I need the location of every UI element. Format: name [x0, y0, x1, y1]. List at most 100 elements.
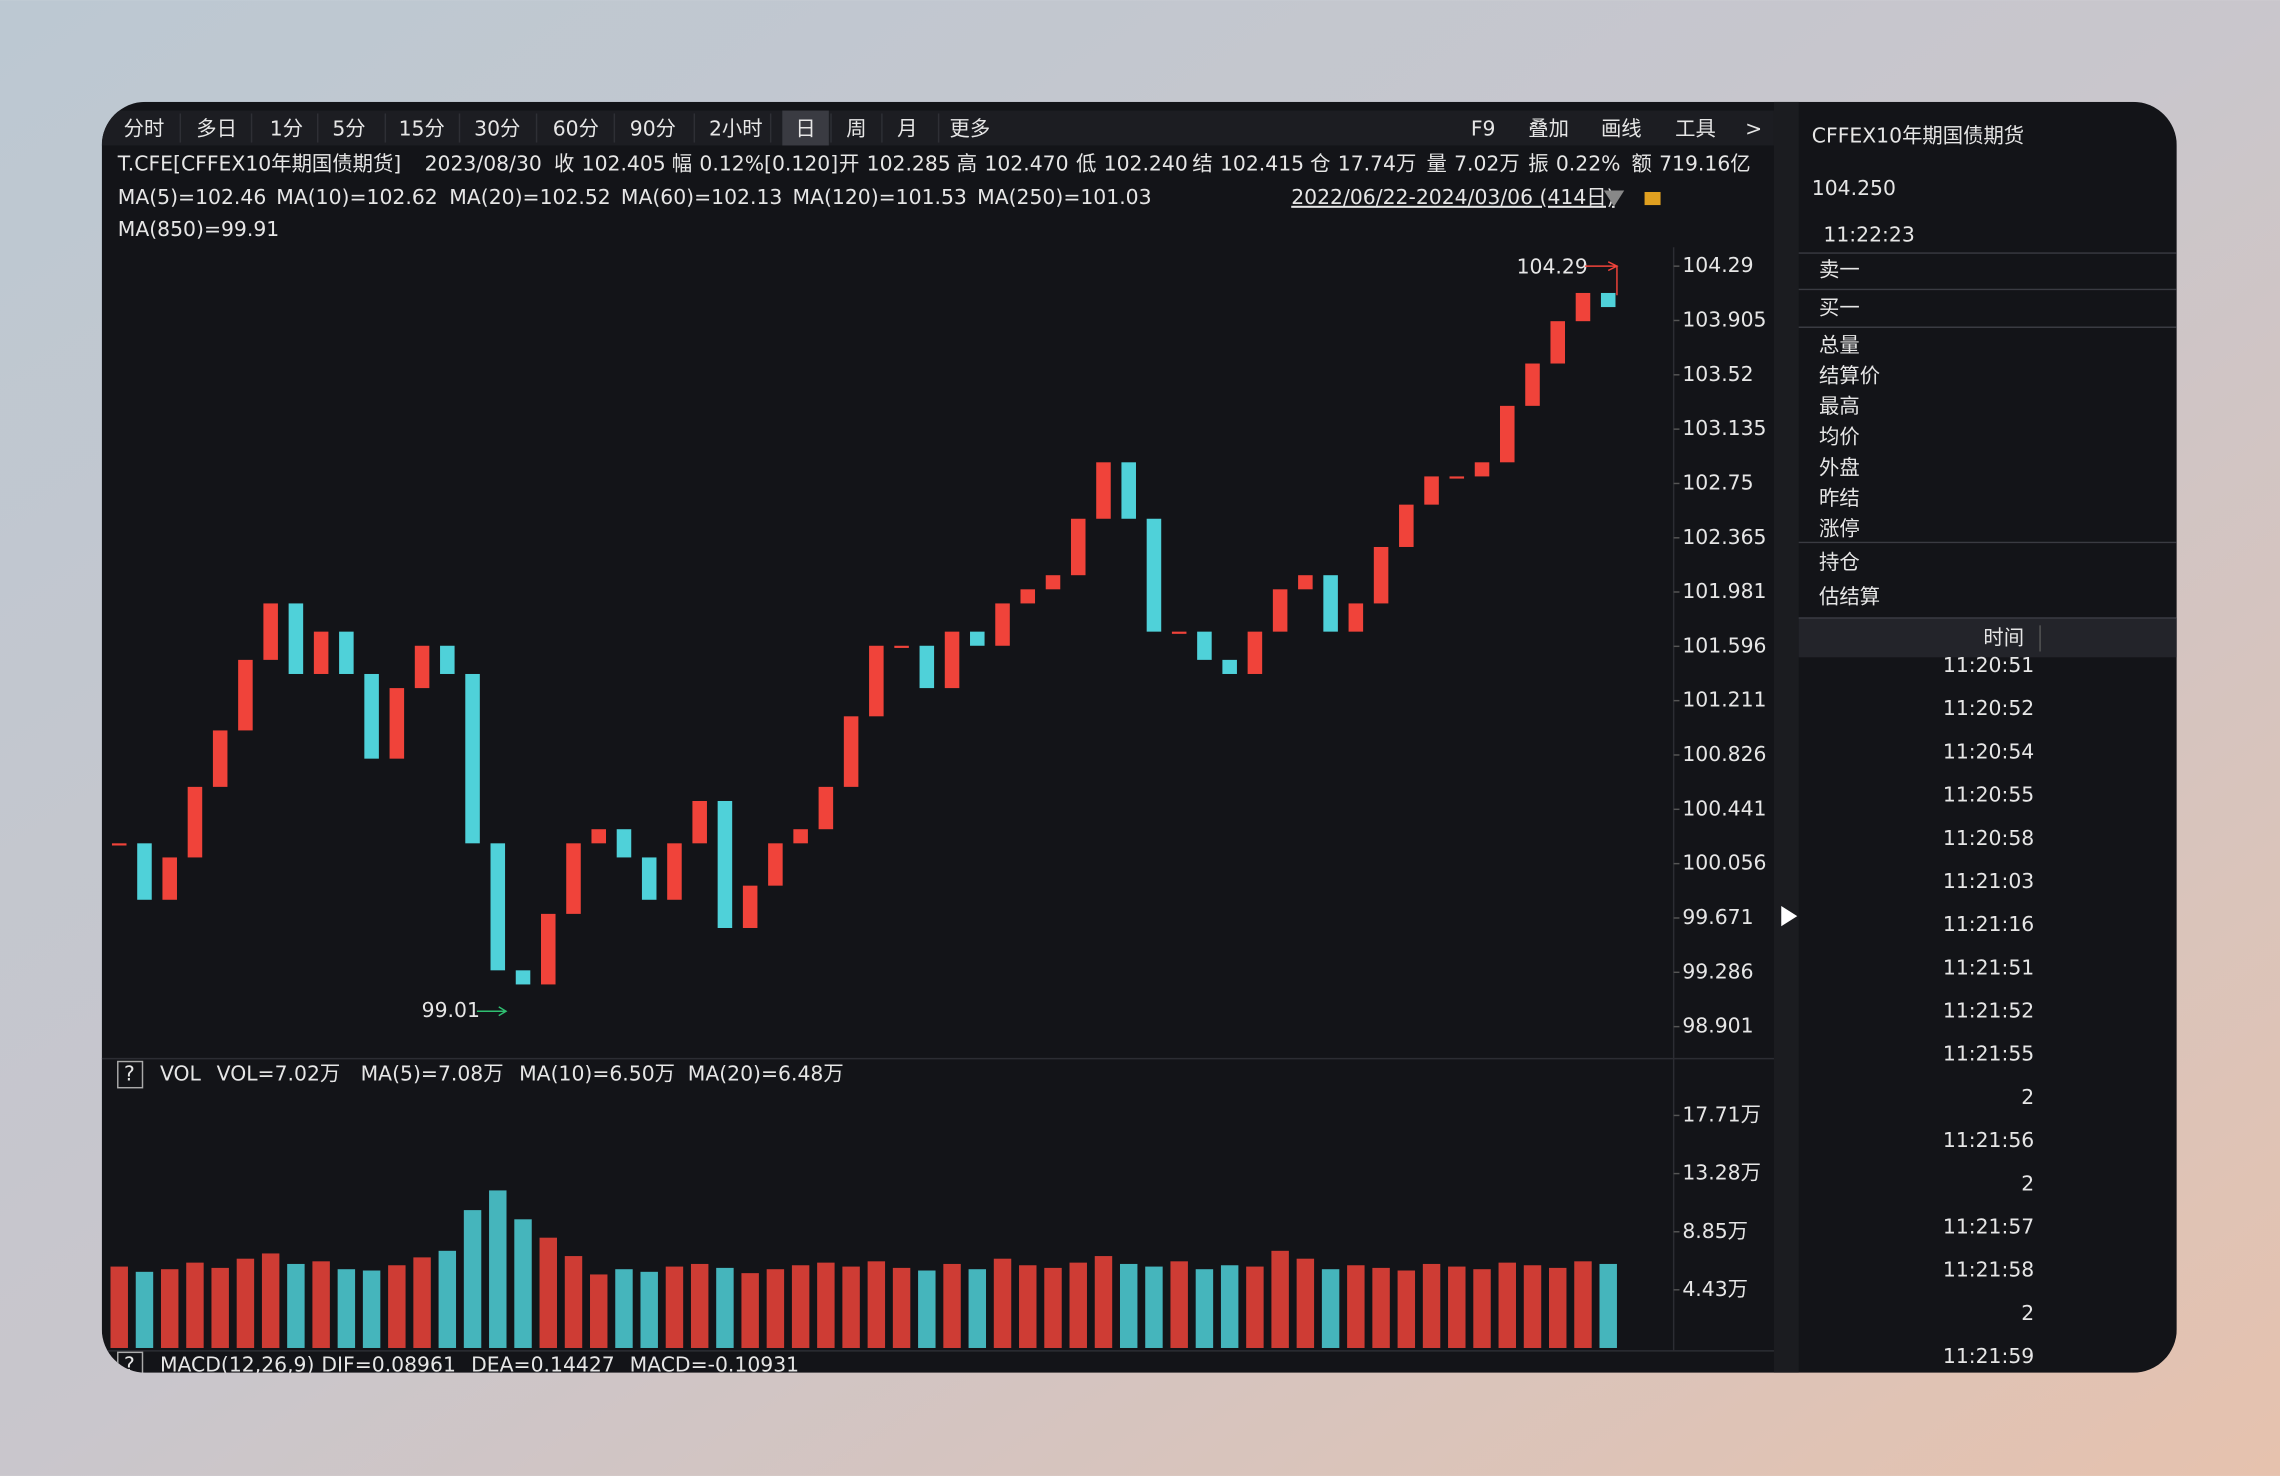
candle: [894, 645, 909, 648]
tab[interactable]: 周: [846, 116, 866, 140]
candle: [1070, 518, 1086, 576]
dropdown-icon[interactable]: [1603, 190, 1625, 207]
tick-time: 11:21:16: [1943, 912, 2034, 936]
volume-bar: [1069, 1262, 1087, 1348]
y-tick-label: 102.75: [1682, 470, 1753, 494]
ma-legend: MA(5)=102.46: [118, 185, 267, 209]
candle: [389, 688, 405, 759]
quote-value: 102.415: [1220, 151, 1304, 175]
volume-bar: [791, 1265, 810, 1348]
candle: [641, 857, 657, 900]
ma-legend: MA(10)=102.62: [276, 185, 437, 209]
y-tick-label: 102.365: [1682, 525, 1766, 549]
candle: [313, 631, 329, 674]
candle: [187, 786, 203, 858]
volume-bar: [564, 1256, 583, 1348]
candle: [1373, 546, 1389, 604]
candle: [818, 786, 834, 830]
volume-bar: [514, 1219, 532, 1348]
candle: [793, 829, 808, 844]
volume-bar: [1347, 1265, 1365, 1348]
volume-bar: [1448, 1266, 1466, 1348]
window: 分时 多日 1分 5分 15分 30分 60分 90分 2小时 日 周 月 更多 F9 叠加 画线 工具 > T.C…: [101, 101, 2177, 1376]
quote-row-label: 昨结: [1819, 486, 1860, 510]
candle: [1449, 476, 1465, 479]
volume-bar: [211, 1267, 229, 1348]
macd-legend: MACD=-0.10931: [630, 1352, 800, 1376]
candle: [1096, 462, 1111, 519]
tab[interactable]: 多日: [196, 116, 237, 140]
volume-bar: [312, 1261, 330, 1348]
tab[interactable]: 日: [795, 116, 815, 140]
sidebar-title: CFFEX10年期国债期货: [1812, 124, 2024, 148]
y-tick-label: 99.671: [1682, 905, 1753, 929]
tab[interactable]: 月: [897, 116, 917, 140]
volume-bar: [590, 1274, 608, 1348]
volume-bar: [539, 1237, 557, 1348]
y-tick-label: 98.901: [1682, 1014, 1753, 1038]
tool-button[interactable]: F9: [1471, 116, 1496, 140]
volume-bar: [1094, 1256, 1113, 1348]
volume-bar: [690, 1263, 709, 1348]
tab[interactable]: 15分: [399, 116, 445, 140]
candle: [1146, 518, 1162, 632]
help-box[interactable]: [117, 1060, 144, 1089]
high-annotation: 104.29: [1517, 255, 1588, 279]
list-header-bg: [1798, 618, 2177, 658]
tab[interactable]: 更多: [950, 116, 991, 140]
help-icon[interactable]: ?: [124, 1352, 135, 1376]
candle: [1525, 363, 1540, 406]
volume-bar: [665, 1266, 684, 1348]
ma-legend: MA(850)=99.91: [118, 217, 279, 241]
candle: [440, 645, 455, 674]
candle: [1550, 321, 1566, 364]
tab[interactable]: 2小时: [709, 116, 763, 140]
quote-value: 7.02万: [1454, 151, 1520, 175]
tick-time: 11:20:55: [1943, 783, 2034, 807]
sidebar-time: 11:22:23: [1823, 223, 1914, 247]
volume-bar: [943, 1263, 961, 1348]
volume-bar: [1119, 1263, 1138, 1348]
candle: [540, 913, 556, 985]
tool-button[interactable]: 叠加: [1528, 116, 1569, 140]
tab[interactable]: 分时: [124, 116, 165, 140]
tool-button[interactable]: 画线: [1601, 116, 1642, 140]
date-range[interactable]: 2022/06/22-2024/03/06 (414日): [1291, 185, 1614, 209]
candle: [944, 631, 960, 689]
candle: [465, 673, 480, 844]
volume-bar: [261, 1253, 280, 1348]
help-icon[interactable]: ?: [124, 1062, 135, 1086]
tab[interactable]: 30分: [474, 116, 520, 140]
quote-label: 额: [1631, 151, 1651, 175]
quote-row-label: 最高: [1819, 394, 1860, 418]
candle: [1499, 405, 1515, 463]
volume-bar: [1422, 1263, 1441, 1348]
candle: [616, 829, 632, 858]
tab[interactable]: 90分: [630, 116, 676, 140]
candle: [717, 800, 733, 928]
tab[interactable]: 60分: [553, 116, 599, 140]
quote-row-label: 外盘: [1819, 455, 1860, 479]
volume-bar: [842, 1266, 860, 1348]
candle: [869, 645, 884, 717]
lock-icon[interactable]: [1644, 191, 1661, 206]
quote-value: 719.16亿: [1659, 151, 1751, 175]
tick-time: 11:21:55: [1943, 1042, 2034, 1066]
tick-time: 11:21:58: [1943, 1258, 2034, 1282]
candle: [1474, 462, 1490, 477]
collapse-arrow[interactable]: [1781, 905, 1798, 927]
tab[interactable]: 5分: [332, 116, 365, 140]
volume-bar: [766, 1269, 785, 1348]
tool-button[interactable]: 工具: [1675, 116, 1716, 140]
quote-row-label: 均价: [1819, 425, 1860, 449]
list-header: 时间: [1983, 625, 2024, 649]
candle: [490, 843, 506, 971]
tick-time: 11:21:51: [1943, 955, 2034, 979]
splitter: [1773, 101, 1799, 1373]
vol-legend: VOL: [160, 1062, 202, 1086]
tool-button[interactable]: >: [1745, 116, 1762, 140]
candle: [238, 659, 253, 731]
tab[interactable]: 1分: [270, 116, 303, 140]
candle: [1323, 575, 1338, 632]
candle: [364, 673, 379, 759]
